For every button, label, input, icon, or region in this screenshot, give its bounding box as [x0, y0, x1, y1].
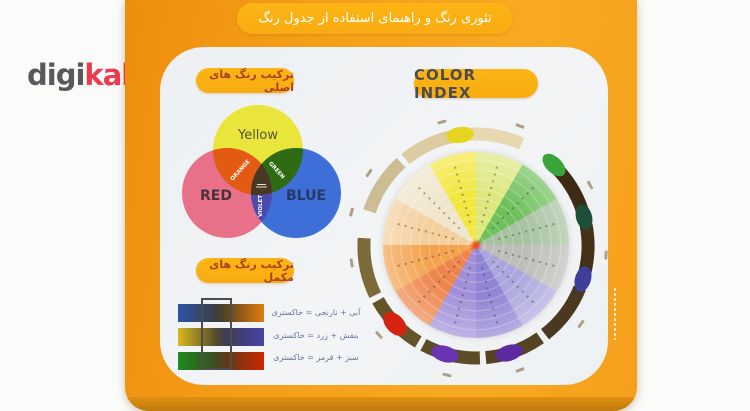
daub-violet [431, 345, 459, 363]
red-label: RED [200, 188, 232, 204]
violet-label: VIOLET [258, 195, 264, 217]
blue-label: BLUE [286, 188, 326, 204]
card-edge-vertical-text [614, 288, 616, 340]
primary-colors-venn-diagram: Yellow RED BLUE ORANGE GREEN VIOLET [182, 105, 341, 238]
color-wheel-outer-ring [349, 119, 608, 378]
gradient-bar-blue-orange [178, 304, 264, 322]
logo-digi-text: digi [27, 58, 85, 92]
neutral-zone-outline [201, 298, 232, 370]
daub-green [542, 153, 566, 177]
daub-indigo [574, 266, 592, 292]
complementary-section-title: ترکیب رنگ های مکمل [209, 257, 294, 284]
ring-color-daubs [383, 126, 593, 363]
header-title-pill: تئوری رنگ و راهنمای استفاده از جدول رنگ [237, 3, 513, 34]
gradient-caption-2: بنفش + زرد = خاکستری [273, 331, 359, 340]
ring-segment-tan [363, 157, 406, 214]
gradient-caption-3: سبز + قرمز = خاکستری [273, 353, 359, 362]
yellow-label: Yellow [237, 128, 278, 143]
complementary-gradient-bars [178, 304, 264, 376]
daub-purple [495, 344, 523, 362]
complementary-section-title-pill: ترکیب رنگ های مکمل [196, 257, 294, 284]
header-title: تئوری رنگ و راهنمای استفاده از جدول رنگ [258, 11, 492, 26]
gradient-bar-green-red [178, 352, 264, 370]
daub-yellow [446, 126, 474, 144]
color-index-title-pill: COLOR INDEX [414, 66, 538, 102]
ring-segment-olive-tan [357, 237, 382, 298]
daub-red [383, 312, 407, 336]
primary-section-title: ترکیب رنگ های اصلی [209, 67, 294, 94]
gradient-bar-yellow-violet [178, 328, 264, 346]
ring-segment-brown [540, 285, 586, 340]
color-wheel [383, 152, 569, 338]
center-tiny-text-line [257, 184, 266, 185]
daub-dark-green [575, 204, 593, 230]
primary-section-title-pill: ترکیب رنگ های اصلی [196, 67, 294, 94]
gradient-caption-1: آبی + نارنجی = خاکستری [271, 308, 361, 317]
center-tiny-text-line [256, 186, 267, 188]
color-index-title: COLOR INDEX [414, 65, 477, 102]
ring-tiny-code-marks [349, 119, 608, 378]
card-bottom-edge [125, 397, 637, 411]
